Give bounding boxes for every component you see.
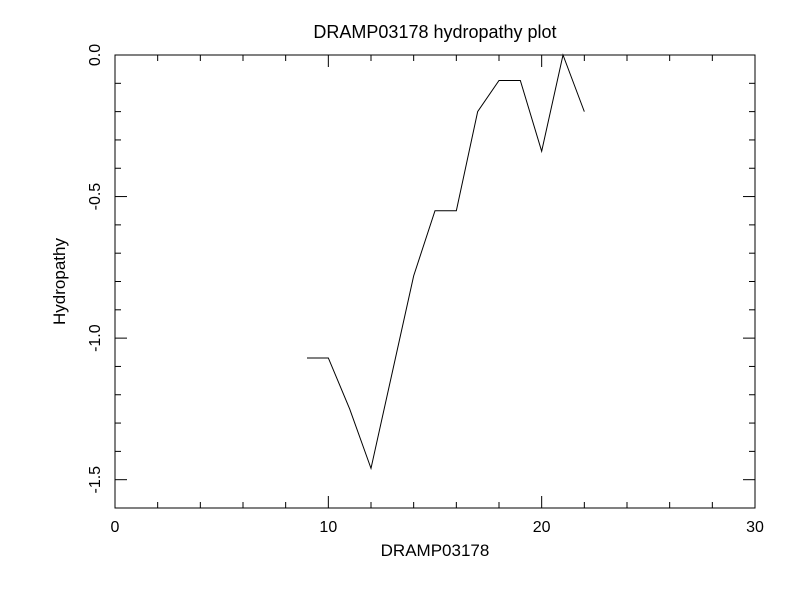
hydropathy-line: [307, 55, 584, 468]
y-tick-label: -0.5: [87, 183, 104, 211]
x-axis-label: DRAMP03178: [381, 541, 490, 560]
y-tick-label: 0.0: [87, 44, 104, 66]
x-tick-label: 10: [319, 519, 337, 536]
y-tick-label: -1.0: [87, 324, 104, 352]
hydropathy-plot-container: 0 10 20 30 -1.5 -1.0 -0.5 0.0 DRAMP03178 hydropa…: [0, 0, 800, 600]
plot-frame: [115, 55, 755, 508]
y-axis-label: Hydropathy: [50, 238, 69, 325]
x-tick-label: 30: [746, 519, 764, 536]
y-tick-label: -1.5: [87, 466, 104, 494]
x-tick-label: 20: [533, 519, 551, 536]
chart-title: DRAMP03178 hydropathy plot: [313, 22, 556, 42]
chart-svg: 0 10 20 30 -1.5 -1.0 -0.5 0.0 DRAMP03178 hydropa…: [0, 0, 800, 600]
x-tick-label: 0: [111, 519, 120, 536]
